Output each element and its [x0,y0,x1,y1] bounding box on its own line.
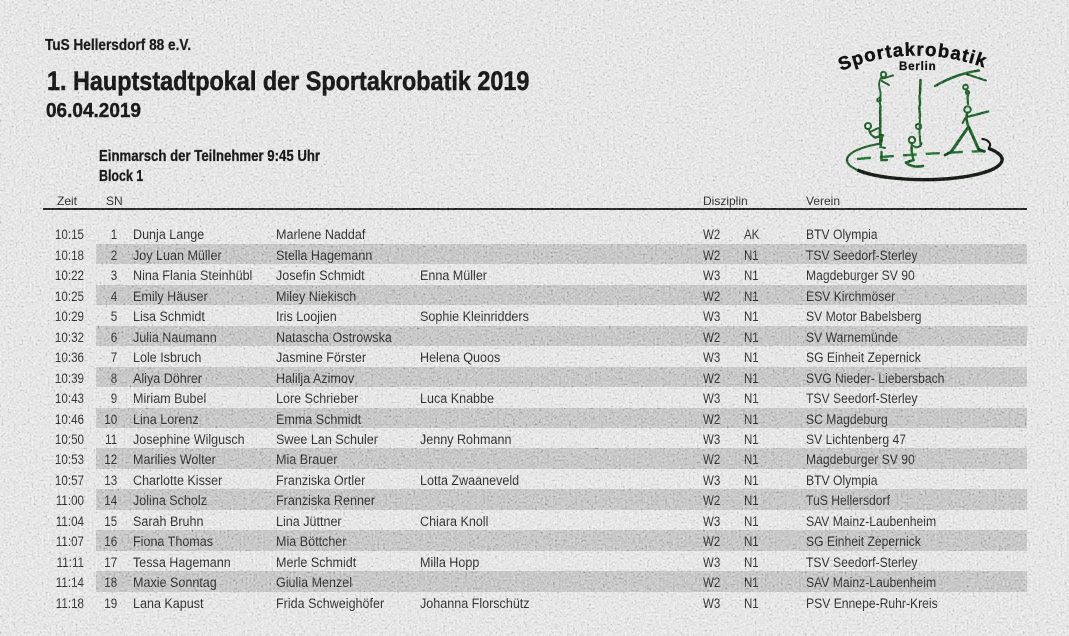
svg-text:Berlin: Berlin [899,61,936,73]
